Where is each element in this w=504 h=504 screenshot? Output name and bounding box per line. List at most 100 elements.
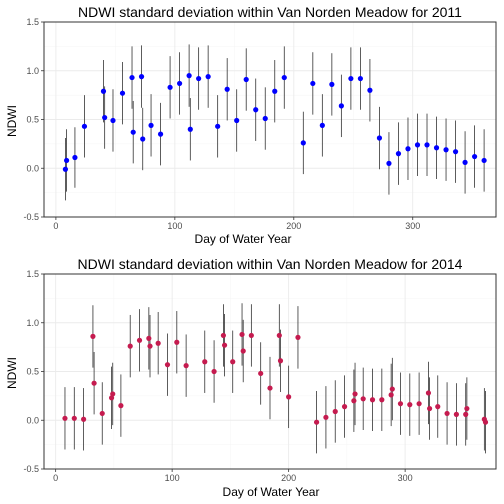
data-point: [62, 166, 69, 172]
data-point: [100, 88, 107, 94]
x-axis-title: Day of Water Year: [195, 232, 292, 246]
data-point: [157, 131, 164, 137]
data-point: [462, 159, 468, 165]
data-point: [81, 416, 87, 422]
data-point: [248, 332, 254, 339]
data-point: [397, 401, 404, 407]
data-point: [110, 117, 116, 124]
data-point: [376, 135, 383, 141]
x-tick-label: 100: [167, 221, 182, 231]
data-point: [277, 358, 284, 364]
data-point: [319, 122, 325, 128]
x-tick-label: 200: [281, 473, 296, 483]
data-point: [360, 396, 366, 402]
y-tick-label: 0.5: [26, 367, 39, 377]
data-point: [351, 398, 357, 404]
data-point: [262, 115, 268, 122]
y-tick-label: 0.5: [26, 115, 39, 125]
data-point: [389, 386, 395, 392]
data-point: [221, 342, 228, 348]
y-tick-label: 1.5: [26, 269, 39, 279]
data-point: [341, 404, 348, 410]
data-point: [395, 151, 402, 157]
data-point: [267, 385, 273, 391]
y-tick-label: 1.0: [26, 318, 39, 328]
chart-title: NDWI standard deviation within Van Norde…: [78, 4, 462, 20]
data-point: [329, 81, 335, 87]
data-point: [174, 339, 180, 345]
axes: 0 100 200 300 -0.5 0.0 0.5 1.0 1.5: [23, 17, 420, 231]
x-tick-label: 0: [53, 473, 58, 483]
data-point: [332, 408, 338, 415]
data-point: [62, 415, 68, 421]
chart-title: NDWI standard deviation within Van Norde…: [78, 256, 463, 272]
data-point: [183, 363, 189, 369]
data-point: [425, 390, 432, 396]
data-point: [167, 84, 173, 90]
data-series: [62, 303, 489, 454]
data-point: [281, 74, 287, 81]
data-point: [108, 395, 115, 401]
data-point: [130, 129, 136, 135]
data-point: [444, 410, 450, 417]
data-point: [405, 146, 411, 152]
data-point: [99, 410, 105, 417]
data-point: [211, 368, 217, 375]
data-point: [453, 411, 459, 417]
data-point: [129, 74, 135, 81]
data-point: [155, 340, 161, 346]
x-tick-label: 200: [286, 221, 301, 231]
data-point: [481, 157, 487, 164]
data-series: [62, 44, 487, 201]
data-point: [102, 114, 108, 121]
data-point: [386, 160, 392, 166]
data-point: [463, 411, 469, 417]
data-point: [464, 405, 470, 412]
data-point: [407, 402, 413, 408]
data-point: [234, 117, 240, 124]
data-point: [276, 332, 282, 339]
x-tick-label: 100: [165, 473, 180, 483]
data-point: [138, 74, 145, 80]
data-point: [118, 403, 124, 409]
data-point: [91, 380, 97, 386]
data-point: [243, 76, 249, 83]
data-point: [147, 343, 153, 349]
data-point: [295, 334, 301, 340]
data-point: [146, 335, 152, 341]
data-point: [215, 123, 221, 129]
data-point: [164, 362, 171, 368]
y-tick-label: 0.0: [26, 163, 39, 173]
data-point: [357, 75, 363, 82]
data-point: [148, 122, 154, 128]
data-point: [452, 149, 459, 155]
chart-2011: NDWI standard deviation within Van Norde…: [5, 4, 497, 246]
data-point: [443, 147, 449, 153]
data-point: [433, 145, 440, 151]
data-point: [253, 107, 259, 113]
data-point: [426, 405, 433, 412]
data-point: [205, 74, 211, 80]
data-point: [110, 391, 116, 397]
y-tick-label: 1.5: [26, 17, 39, 27]
data-point: [136, 337, 143, 343]
data-point: [202, 359, 208, 365]
data-point: [196, 75, 202, 82]
data-point: [352, 391, 358, 397]
data-point: [239, 331, 245, 338]
x-tick-label: 300: [405, 221, 420, 231]
data-point: [258, 370, 264, 377]
y-tick-label: -0.5: [23, 212, 39, 222]
data-point: [177, 80, 183, 87]
chart-2014: NDWI standard deviation within Van Norde…: [5, 256, 497, 499]
data-point: [367, 87, 373, 93]
y-tick-label: -0.5: [23, 464, 39, 474]
data-point: [127, 343, 133, 349]
data-point: [71, 415, 77, 421]
data-point: [220, 332, 227, 339]
data-point: [338, 103, 344, 109]
x-axis-title: Day of Water Year: [223, 485, 320, 499]
data-point: [300, 140, 306, 146]
data-point: [313, 419, 320, 425]
data-point: [424, 142, 430, 148]
